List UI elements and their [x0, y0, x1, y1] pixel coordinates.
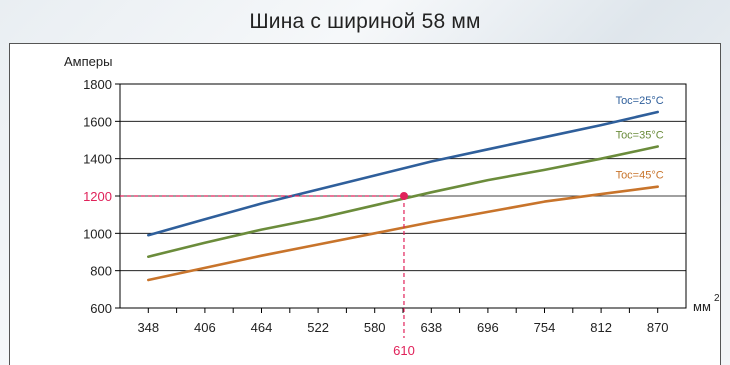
series-line [147, 110, 660, 237]
y-tick-label: 1600 [83, 114, 112, 129]
chart-panel [9, 43, 721, 365]
series-label: Toc=45°C [616, 170, 664, 182]
annotation-layer [120, 192, 408, 338]
annotation-point [399, 192, 408, 200]
chart-title: Шина с шириной 58 мм [249, 10, 481, 33]
x-tick-label: 870 [647, 320, 669, 335]
annotation-x-label: 610 [393, 343, 415, 358]
y-tick-label: 1800 [83, 77, 112, 92]
x-tick-label: 406 [194, 320, 216, 335]
y-tick-label: 1200 [83, 189, 112, 204]
y-tick-label: 600 [90, 301, 112, 316]
series-line [147, 185, 660, 282]
x-tick-label: 638 [420, 320, 442, 335]
x-tick-label: 580 [364, 320, 386, 335]
y-tick-label: 1000 [83, 226, 112, 241]
y-tick-label: 1400 [83, 152, 112, 167]
y-axis-label: Амперы [64, 54, 112, 69]
x-tick-label: 464 [251, 320, 273, 335]
series-label: Toc=25°C [616, 95, 664, 107]
x-tick-label: 348 [137, 320, 159, 335]
x-axis-label: мм [693, 299, 711, 314]
x-tick-label: 754 [534, 320, 556, 335]
label-layer: 600 800 1000 1200 1400 1600 1800 348 406 464 522 58… [64, 54, 720, 358]
series-label: Toc=35°C [616, 130, 664, 142]
x-tick-label: 812 [590, 320, 612, 335]
series-line [147, 145, 660, 259]
x-tick-label: 522 [307, 320, 329, 335]
y-tick-label: 800 [90, 264, 112, 279]
x-axis-label-superscript: 2 [714, 293, 720, 304]
x-tick-label: 696 [477, 320, 499, 335]
